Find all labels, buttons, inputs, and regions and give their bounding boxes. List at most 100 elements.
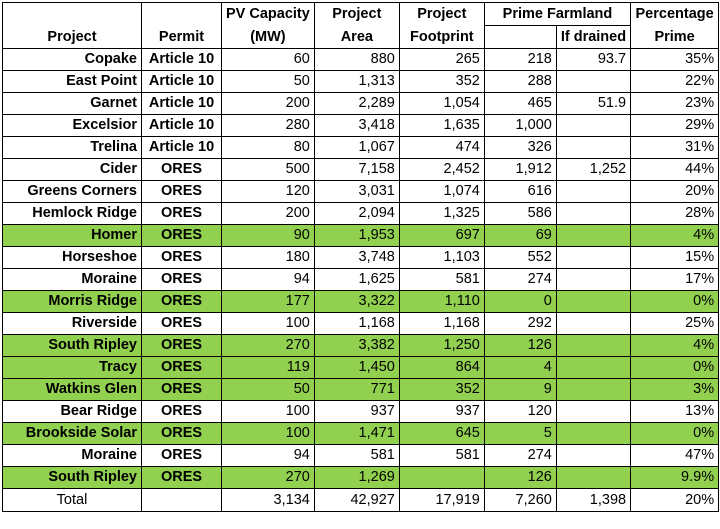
- table-row: Hemlock Ridge ORES 200 2,094 1,325 586 28%: [2, 202, 720, 225]
- project-name-cell: South Ripley: [2, 466, 142, 489]
- total-capacity: 3,134: [221, 488, 315, 512]
- if-drained-cell: [555, 378, 632, 401]
- total-area: 42,927: [313, 488, 400, 512]
- capacity-cell: 200: [221, 92, 315, 115]
- prime-farmland-cell: 274: [483, 444, 557, 467]
- table-row: Morris Ridge ORES 177 3,322 1,110 0 0%: [2, 290, 720, 313]
- total-label: Total: [2, 488, 142, 512]
- percentage-cell: 23%: [630, 92, 720, 115]
- footprint-cell: [398, 466, 485, 489]
- header-project-area: Project: [313, 2, 400, 26]
- project-name-cell: Brookside Solar: [2, 422, 142, 445]
- permit-cell: ORES: [141, 334, 222, 357]
- footprint-cell: 697: [398, 224, 485, 247]
- total-prime: 7,260: [483, 488, 557, 512]
- area-cell: 3,031: [313, 180, 400, 203]
- header-permit-top: [141, 2, 222, 26]
- footprint-cell: 645: [398, 422, 485, 445]
- project-name-cell: Greens Corners: [2, 180, 142, 203]
- prime-farmland-cell: 218: [483, 48, 557, 71]
- footprint-cell: 474: [398, 136, 485, 159]
- if-drained-cell: [555, 202, 632, 225]
- project-name-cell: Trelina: [2, 136, 142, 159]
- table-row: Tracy ORES 119 1,450 864 4 0%: [2, 356, 720, 379]
- percentage-cell: 3%: [630, 378, 720, 401]
- table-body: Copake Article 10 60 880 265 218 93.7 35% East P…: [2, 48, 720, 489]
- if-drained-cell: 51.9: [555, 92, 632, 115]
- if-drained-cell: [555, 70, 632, 93]
- table-row: Greens Corners ORES 120 3,031 1,074 616 20%: [2, 180, 720, 203]
- permit-cell: ORES: [141, 290, 222, 313]
- if-drained-cell: [555, 290, 632, 313]
- header-project-footprint-line2: Footprint: [398, 25, 485, 49]
- footprint-cell: 352: [398, 70, 485, 93]
- percentage-cell: 4%: [630, 224, 720, 247]
- table-row: Watkins Glen ORES 50 771 352 9 3%: [2, 378, 720, 401]
- header-row-top: PV Capacity Project Project Prime Farmla…: [2, 2, 720, 26]
- if-drained-cell: [555, 268, 632, 291]
- area-cell: 1,953: [313, 224, 400, 247]
- prime-farmland-cell: 288: [483, 70, 557, 93]
- footprint-cell: 265: [398, 48, 485, 71]
- header-prime-farmland-empty: [483, 25, 557, 49]
- permit-cell: ORES: [141, 466, 222, 489]
- table-row: South Ripley ORES 270 1,269 126 9.9%: [2, 466, 720, 489]
- percentage-cell: 17%: [630, 268, 720, 291]
- if-drained-cell: [555, 312, 632, 335]
- project-name-cell: Hemlock Ridge: [2, 202, 142, 225]
- footprint-cell: 1,074: [398, 180, 485, 203]
- capacity-cell: 50: [221, 378, 315, 401]
- prime-farmland-cell: 465: [483, 92, 557, 115]
- footprint-cell: 1,250: [398, 334, 485, 357]
- if-drained-cell: [555, 466, 632, 489]
- prime-farmland-cell: 1,000: [483, 114, 557, 137]
- prime-farmland-cell: 126: [483, 334, 557, 357]
- table-row: Moraine ORES 94 581 581 274 47%: [2, 444, 720, 467]
- permit-cell: ORES: [141, 400, 222, 423]
- percentage-cell: 25%: [630, 312, 720, 335]
- permit-cell: Article 10: [141, 114, 222, 137]
- prime-farmland-cell: 69: [483, 224, 557, 247]
- permit-cell: Article 10: [141, 48, 222, 71]
- prime-farmland-cell: 552: [483, 246, 557, 269]
- footprint-cell: 864: [398, 356, 485, 379]
- permit-cell: ORES: [141, 356, 222, 379]
- area-cell: 771: [313, 378, 400, 401]
- if-drained-cell: 1,252: [555, 158, 632, 181]
- footprint-cell: 1,054: [398, 92, 485, 115]
- table-row: Homer ORES 90 1,953 697 69 4%: [2, 224, 720, 247]
- table-row: Garnet Article 10 200 2,289 1,054 465 51.9 23%: [2, 92, 720, 115]
- percentage-cell: 28%: [630, 202, 720, 225]
- permit-cell: ORES: [141, 312, 222, 335]
- table-row: East Point Article 10 50 1,313 352 288 22%: [2, 70, 720, 93]
- area-cell: 1,269: [313, 466, 400, 489]
- table-row: Brookside Solar ORES 100 1,471 645 5 0%: [2, 422, 720, 445]
- if-drained-cell: [555, 246, 632, 269]
- project-name-cell: Riverside: [2, 312, 142, 335]
- project-name-cell: Bear Ridge: [2, 400, 142, 423]
- header-permit: Permit: [141, 25, 222, 49]
- percentage-cell: 0%: [630, 290, 720, 313]
- capacity-cell: 280: [221, 114, 315, 137]
- capacity-cell: 90: [221, 224, 315, 247]
- capacity-cell: 50: [221, 70, 315, 93]
- footprint-cell: 581: [398, 268, 485, 291]
- permit-cell: ORES: [141, 202, 222, 225]
- project-name-cell: Garnet: [2, 92, 142, 115]
- permit-cell: ORES: [141, 378, 222, 401]
- total-percentage: 20%: [630, 488, 720, 512]
- total-footprint: 17,919: [398, 488, 485, 512]
- prime-farmland-cell: 1,912: [483, 158, 557, 181]
- capacity-cell: 60: [221, 48, 315, 71]
- prime-farmland-cell: 126: [483, 466, 557, 489]
- percentage-cell: 4%: [630, 334, 720, 357]
- capacity-cell: 94: [221, 268, 315, 291]
- header-project-area-line2: Area: [313, 25, 400, 49]
- header-project-footprint: Project: [398, 2, 485, 26]
- header-prime-farmland: Prime Farmland: [483, 2, 632, 26]
- permit-cell: Article 10: [141, 136, 222, 159]
- percentage-cell: 13%: [630, 400, 720, 423]
- table-wrapper: PV Capacity Project Project Prime Farmla…: [2, 2, 720, 512]
- percentage-cell: 15%: [630, 246, 720, 269]
- permit-cell: ORES: [141, 444, 222, 467]
